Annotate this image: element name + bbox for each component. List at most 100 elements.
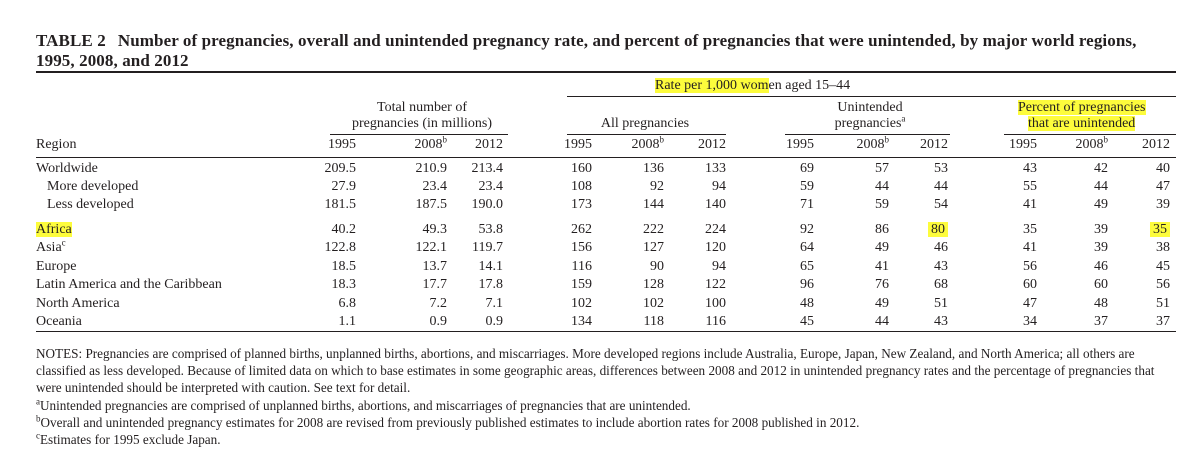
table-cell: 60 [1094, 277, 1108, 292]
group-all: All pregnancies [600, 116, 690, 131]
table-cell: 144 [643, 197, 664, 212]
table-cell: 47 [1023, 296, 1037, 311]
table-title-text: Number of pregnancies, overall and unint… [36, 31, 1137, 70]
table-row-region: Europe [36, 259, 77, 274]
table-cell: 39 [1094, 222, 1108, 237]
table-cell: 133 [705, 161, 726, 176]
table-cell: 102 [643, 296, 664, 311]
table-cell: 181.5 [324, 197, 357, 212]
table-cell: 23.4 [422, 179, 448, 194]
table-cell: 86 [875, 222, 889, 237]
table-row-region: North America [36, 296, 120, 311]
table-row-region: Worldwide [36, 161, 98, 176]
rate-header: Rate per 1,000 women aged 15–44 [655, 78, 850, 94]
note-a: aUnintended pregnancies are comprised of… [36, 396, 691, 413]
table-cell: 69 [800, 161, 814, 176]
table-cell: 44 [1094, 179, 1108, 194]
year-header: 2008b [631, 134, 665, 152]
table-cell: 17.8 [478, 277, 504, 292]
table-cell: 49 [1094, 197, 1108, 212]
table-cell: 119.7 [472, 240, 503, 255]
year-header: 1995 [564, 137, 592, 152]
year-header: 2008b [414, 134, 448, 152]
table-cell: 51 [934, 296, 948, 311]
table-cell: 40 [1156, 161, 1170, 176]
group-percent-line2: that are unintended [1028, 116, 1136, 131]
table-cell: 43 [934, 314, 948, 329]
region-header: Region [36, 137, 77, 152]
table-cell: 213.4 [471, 161, 504, 176]
table-cell: 37 [1094, 314, 1108, 329]
table-cell: 38 [1156, 240, 1170, 255]
table-cell: 92 [800, 222, 814, 237]
group-percent-line1: Percent of pregnancies [1018, 100, 1146, 115]
year-header: 1995 [786, 137, 814, 152]
table-cell: 45 [1156, 259, 1170, 274]
table-cell: 190.0 [471, 197, 504, 212]
table-label: TABLE 2 [36, 31, 106, 50]
year-header: 2012 [1142, 137, 1170, 152]
table-row-region: Less developed [47, 197, 134, 212]
group-percent-rule [1004, 134, 1176, 135]
table-cell: 13.7 [422, 259, 448, 274]
table-cell: 44 [934, 179, 948, 194]
table-cell: 49 [875, 240, 889, 255]
bottom-rule [36, 331, 1176, 332]
group-total-line2: pregnancies (in millions) [352, 116, 492, 131]
table-cell: 222 [643, 222, 664, 237]
table-cell: 224 [705, 222, 726, 237]
table-cell: 118 [643, 314, 664, 329]
table-cell: 18.5 [331, 259, 357, 274]
group-total-rule [330, 134, 508, 135]
table-cell: 80 [888, 222, 948, 238]
year-header: 1995 [1009, 137, 1037, 152]
rate-header-highlighted: Rate per 1,000 wom [655, 78, 769, 93]
table-cell: 39 [1094, 240, 1108, 255]
table-cell: 136 [643, 161, 664, 176]
table-cell: 44 [875, 179, 889, 194]
table-cell: 48 [1094, 296, 1108, 311]
header-rule [36, 157, 1176, 158]
table-row-region: Oceania [36, 314, 82, 329]
table-cell: 48 [800, 296, 814, 311]
table-cell: 41 [1023, 240, 1037, 255]
table-cell: 128 [643, 277, 664, 292]
group-unintended-line2: pregnanciesa [834, 113, 906, 131]
table-cell: 49.3 [422, 222, 448, 237]
note-c: cEstimates for 1995 exclude Japan. [36, 430, 221, 448]
table-cell: 41 [1023, 197, 1037, 212]
table-cell: 51 [1156, 296, 1170, 311]
table-cell: 43 [934, 259, 948, 274]
table-cell: 64 [800, 240, 814, 255]
table-cell: 100 [705, 296, 726, 311]
table-cell: 116 [705, 314, 726, 329]
table-cell: 140 [705, 197, 726, 212]
table-cell: 23.4 [478, 179, 504, 194]
table-cell: 39 [1156, 197, 1170, 212]
footnote-a-mark: a [901, 113, 906, 124]
table-cell: 0.9 [429, 314, 448, 329]
table-cell: 76 [875, 277, 889, 292]
table-cell: 90 [650, 259, 664, 274]
table-cell: 94 [712, 259, 726, 274]
table-cell: 65 [800, 259, 814, 274]
table-cell: 209.5 [324, 161, 357, 176]
table-cell: 49 [875, 296, 889, 311]
table-cell: 173 [571, 197, 592, 212]
table-cell: 46 [934, 240, 948, 255]
table-cell: 68 [934, 277, 948, 292]
table-cell: 47 [1156, 179, 1170, 194]
table-cell: 37 [1156, 314, 1170, 329]
table-cell: 7.1 [485, 296, 504, 311]
year-header: 2012 [475, 137, 503, 152]
year-header: 2008b [856, 134, 890, 152]
table-cell: 17.7 [422, 277, 448, 292]
table-cell: 46 [1094, 259, 1108, 274]
table-cell: 35 [1023, 222, 1037, 237]
table-cell: 45 [800, 314, 814, 329]
group-all-rule [567, 134, 726, 135]
group-total-line1: Total number of [377, 100, 467, 115]
table-cell: 44 [875, 314, 889, 329]
table-cell: 59 [800, 179, 814, 194]
table-cell: 122 [705, 277, 726, 292]
